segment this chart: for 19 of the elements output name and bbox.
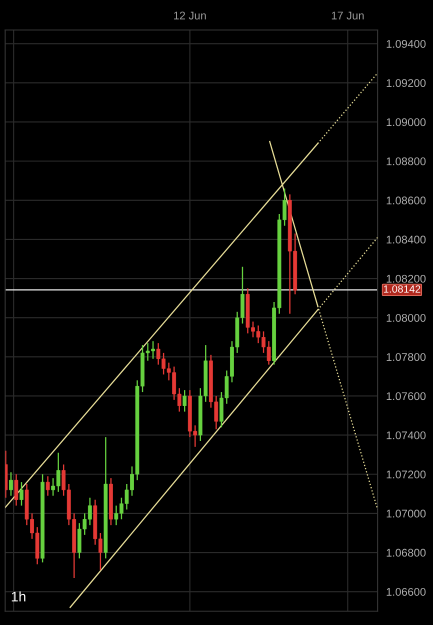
- y-tick-label: 1.08600: [386, 196, 426, 204]
- y-tick-label: 1.09200: [386, 79, 426, 87]
- y-tick-label: 1.09000: [386, 118, 426, 126]
- y-tick-label: 1.07400: [386, 431, 426, 440]
- x-tick-label: 12 Jun: [174, 12, 206, 20]
- ref-line-label: 1.08142: [384, 285, 420, 293]
- y-tick-label: 1.07800: [386, 353, 426, 361]
- y-tick-label: 1.07000: [386, 510, 426, 518]
- y-tick-label: 1.09400: [386, 40, 426, 48]
- y-tick-label: 1.08200: [386, 274, 426, 283]
- y-tick-label: 1.08800: [386, 157, 426, 166]
- annotation: 1h: [12, 591, 26, 602]
- y-tick-label: 1.06600: [386, 588, 426, 596]
- x-tick-label: 17 Jun: [332, 12, 364, 20]
- y-tick-label: 1.07200: [386, 470, 426, 478]
- y-tick-label: 1.08400: [386, 236, 426, 244]
- y-tick-label: 1.08000: [386, 314, 426, 322]
- y-tick-label: 1.07600: [386, 392, 426, 400]
- y-tick-label: 1.06800: [386, 548, 426, 557]
